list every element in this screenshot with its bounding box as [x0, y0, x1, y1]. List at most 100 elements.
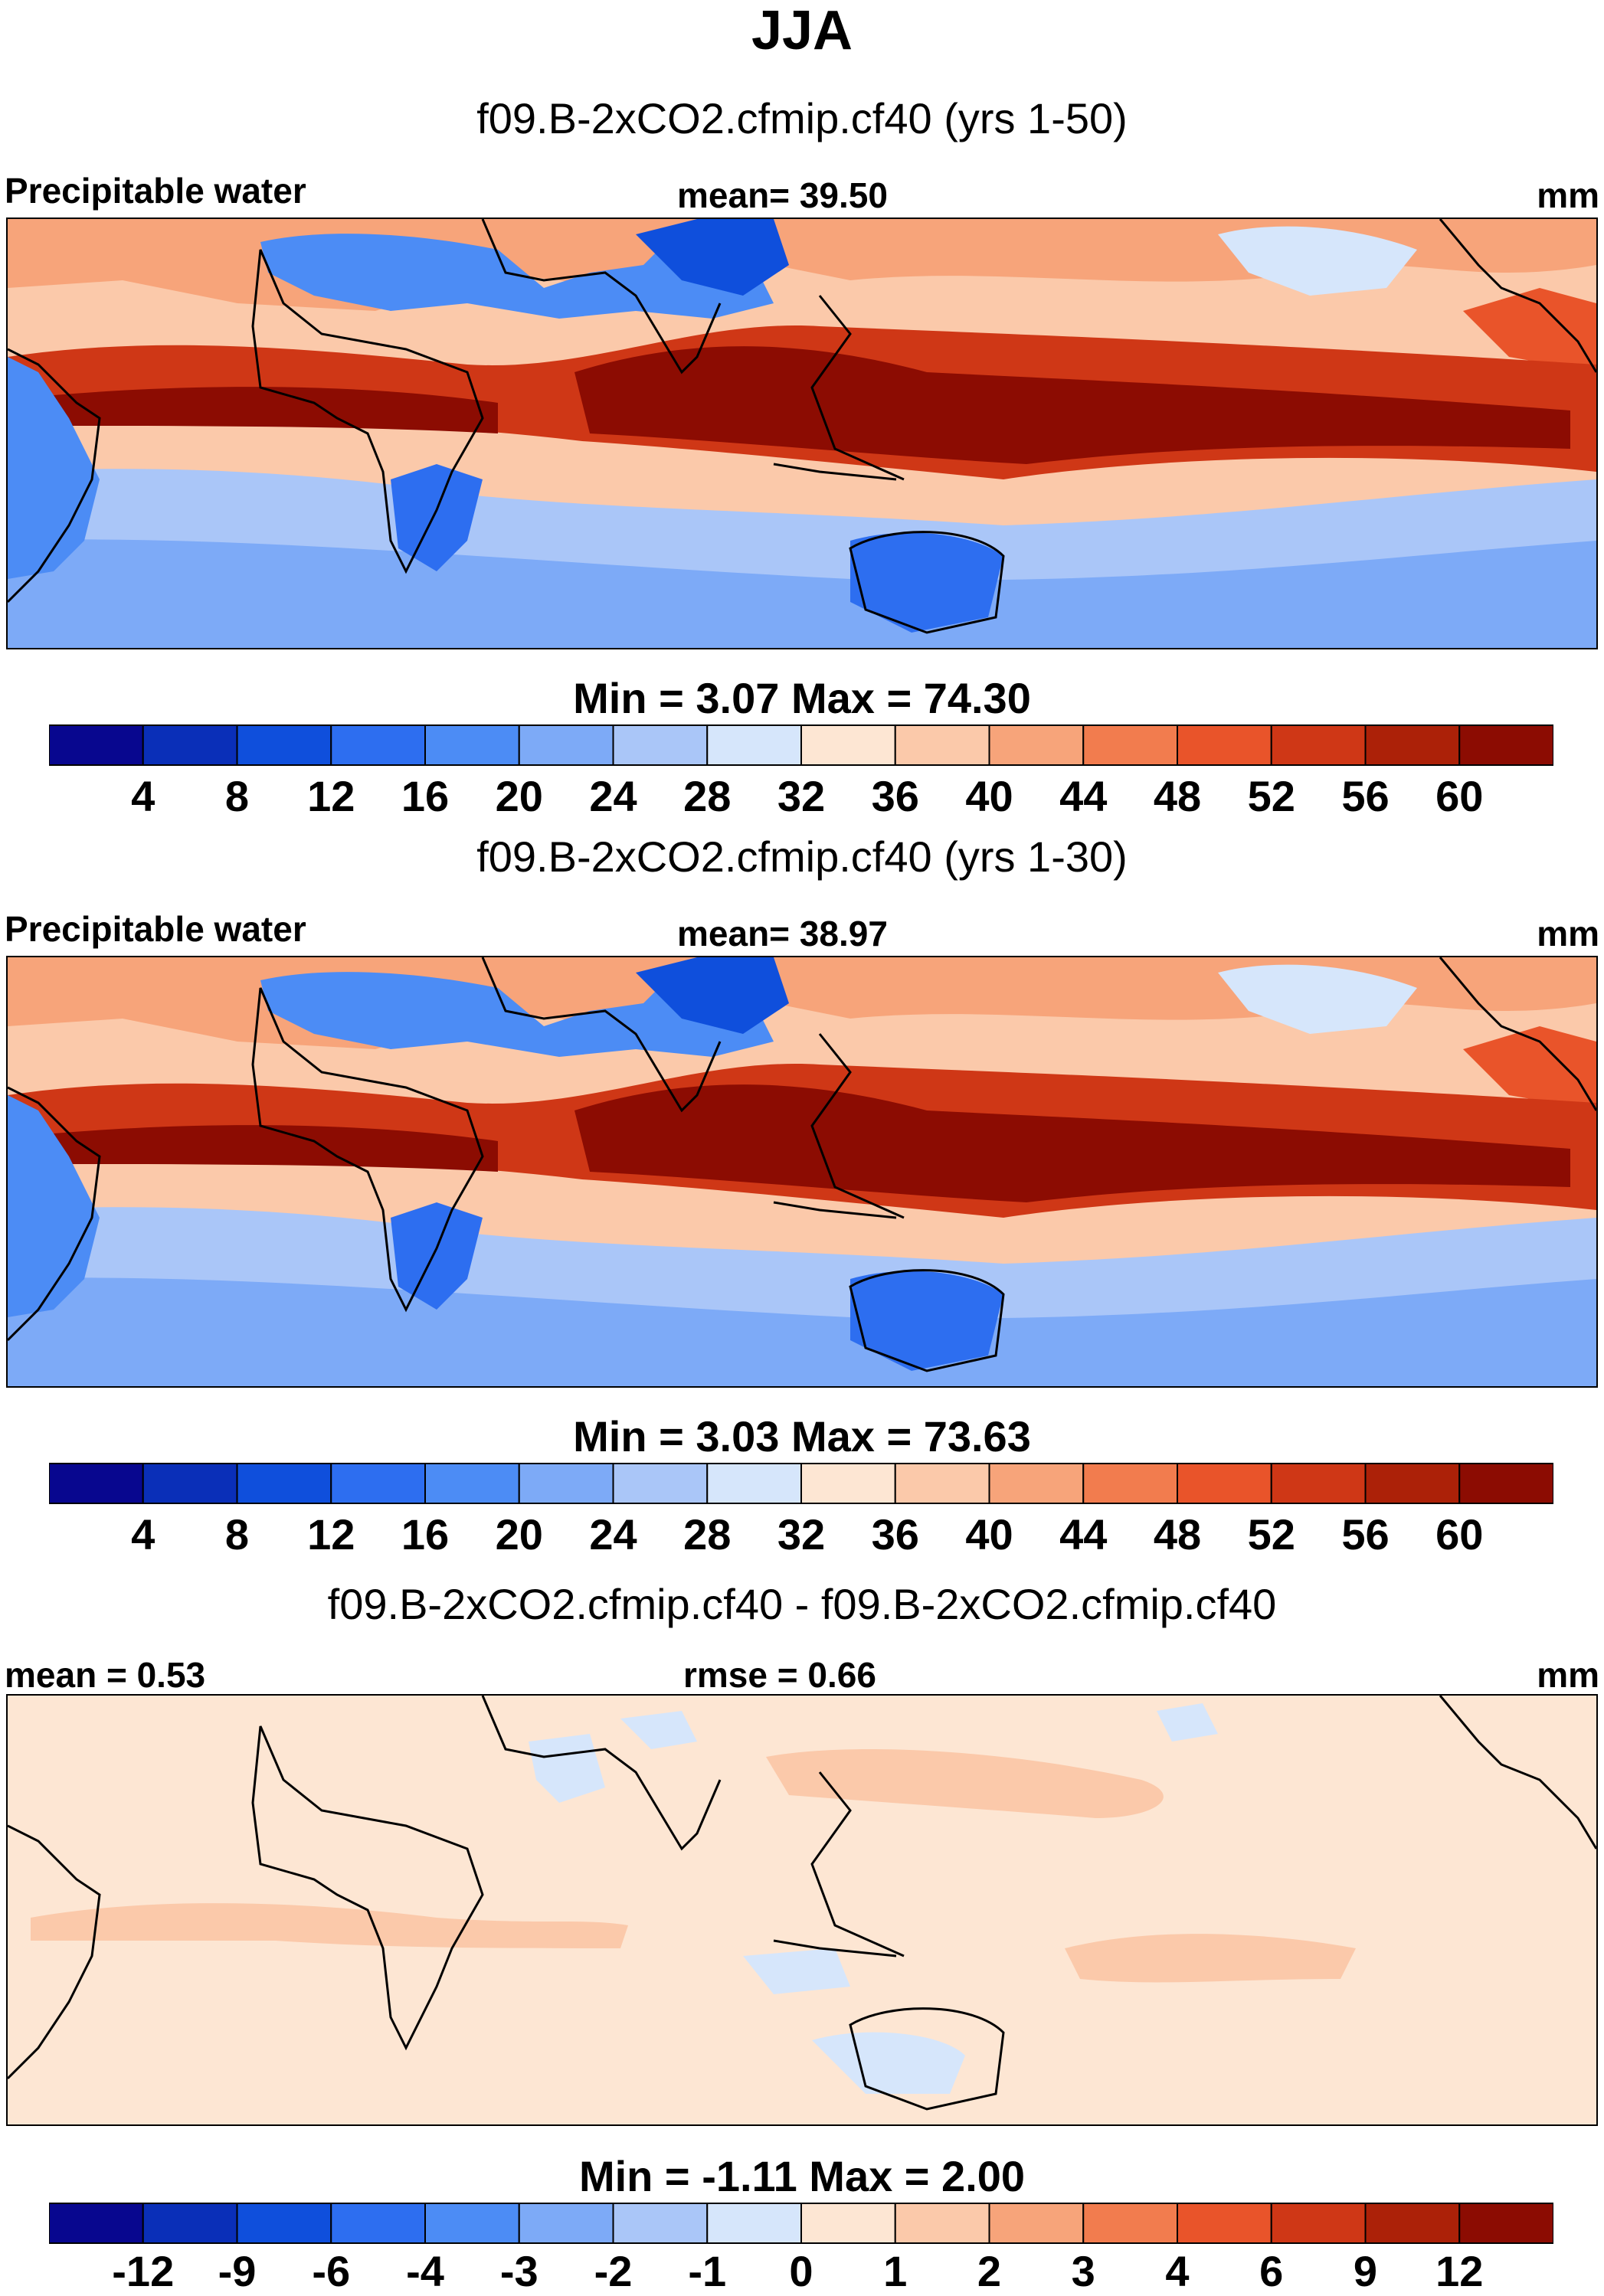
colorbar-box: [1458, 2203, 1554, 2244]
colorbar-box: [706, 1463, 802, 1504]
colorbar-tick-label: 44: [1059, 1510, 1108, 1558]
colorbar-tick-label: 24: [589, 1510, 637, 1558]
colorbar-box: [424, 724, 520, 766]
panel-1-units-label: mm: [1537, 175, 1599, 215]
colorbar-tick-label: 9: [1353, 2247, 1378, 2295]
colorbar-box: [142, 1463, 238, 1504]
colorbar-tick-label: 8: [224, 1510, 250, 1558]
colorbar-tick-label: 12: [307, 1510, 355, 1558]
colorbar-box: [518, 724, 614, 766]
colorbar-box: [988, 2203, 1085, 2244]
panel-1-atl-core: [54, 387, 498, 433]
colorbar-tick-label: 56: [1341, 772, 1390, 820]
colorbar-tick-label: 0: [789, 2247, 813, 2295]
colorbar-box: [894, 2203, 990, 2244]
panel-1-coastlines: [8, 219, 1596, 634]
panel-3-field-svg: [8, 1696, 1596, 2124]
panel-3-coastlines: [8, 1696, 1596, 2111]
panel-1-mean-label: mean= 39.50: [677, 175, 888, 215]
colorbar-tick-label: 16: [401, 1510, 450, 1558]
panel-2-atl-core: [54, 1125, 498, 1172]
colorbar-box: [48, 724, 144, 766]
colorbar-box: [894, 724, 990, 766]
colorbar-box: [706, 724, 802, 766]
colorbar-box: [1177, 2203, 1272, 2244]
colorbar-box: [1177, 1463, 1272, 1504]
panel-3-colorbar: [48, 2203, 1554, 2244]
panel-3-colorbar-svg: [48, 2203, 1554, 2244]
colorbar-box: [236, 724, 332, 766]
panel-3-mean-label: mean = 0.53: [5, 1655, 206, 1695]
panel-3-indo-negative: [743, 1948, 850, 1994]
colorbar-tick-label: 8: [224, 772, 250, 820]
colorbar-tick-label: 52: [1247, 1510, 1295, 1558]
panel-3-minmax: Min = -1.11 Max = 2.00: [578, 2152, 1026, 2200]
panel-2-central-america: [1463, 1026, 1596, 1110]
colorbar-box: [800, 724, 896, 766]
colorbar-tick-label: 20: [495, 1510, 543, 1558]
panel-3-wpac-positive: [766, 1749, 1164, 1818]
colorbar-tick-label: 3: [1071, 2247, 1095, 2295]
colorbar-tick-label: 36: [871, 1510, 919, 1558]
colorbar-box: [236, 1463, 332, 1504]
panel-3-australia-negative: [812, 2032, 965, 2094]
colorbar-box: [48, 2203, 144, 2244]
panel-1-map: [6, 217, 1598, 649]
colorbar-box: [142, 724, 238, 766]
colorbar-tick-label: 24: [589, 772, 637, 820]
panel-2-units-label: mm: [1537, 914, 1599, 953]
colorbar-box: [142, 2203, 238, 2244]
panel-2-colorbar: [48, 1463, 1554, 1504]
colorbar-tick-label: 6: [1259, 2247, 1284, 2295]
colorbar-box: [612, 724, 709, 766]
panel-1-australia-low: [850, 532, 1003, 633]
colorbar-tick-label: 2: [977, 2247, 1002, 2295]
panel-3-case-title: f09.B-2xCO2.cfmip.cf40 - f09.B-2xCO2.cfm…: [327, 1580, 1277, 1628]
colorbar-box: [1458, 1463, 1554, 1504]
colorbar-tick-label: -9: [218, 2247, 257, 2295]
colorbar-tick-label: 28: [683, 1510, 732, 1558]
colorbar-tick-label: 12: [307, 772, 355, 820]
colorbar-tick-label: 48: [1153, 1510, 1202, 1558]
colorbar-tick-label: -3: [499, 2247, 538, 2295]
colorbar-tick-label: 4: [131, 772, 155, 820]
panel-2-npac-band: [1218, 964, 1417, 1034]
panel-2-map: [6, 956, 1598, 1388]
colorbar-tick-label: 4: [131, 1510, 155, 1558]
colorbar-tick-label: -6: [312, 2247, 351, 2295]
panel-1-colorbar-svg: [48, 724, 1554, 766]
colorbar-tick-label: 60: [1435, 772, 1484, 820]
colorbar-box: [1082, 1463, 1178, 1504]
colorbar-box: [424, 2203, 520, 2244]
colorbar-box: [236, 2203, 332, 2244]
colorbar-box: [1270, 724, 1367, 766]
colorbar-box: [518, 2203, 614, 2244]
figure-title: JJA: [751, 0, 853, 61]
colorbar-tick-label: 44: [1059, 772, 1108, 820]
colorbar-tick-label: 52: [1247, 772, 1295, 820]
panel-1-south-africa-low: [391, 464, 483, 571]
panel-2-minmax: Min = 3.03 Max = 73.63: [573, 1412, 1031, 1460]
panel-2-warm-pool-core: [574, 1084, 1570, 1202]
colorbar-box: [1082, 2203, 1178, 2244]
colorbar-tick-label: 20: [495, 772, 543, 820]
colorbar-box: [48, 1463, 144, 1504]
colorbar-tick-label: 12: [1435, 2247, 1484, 2295]
colorbar-box: [330, 724, 426, 766]
panel-1-npac-band: [1218, 226, 1417, 296]
panel-1-minmax: Min = 3.07 Max = 74.30: [573, 674, 1031, 722]
colorbar-box: [1364, 724, 1461, 766]
panel-2-australia-low: [850, 1271, 1003, 1371]
panel-1-warm-pool-core: [574, 346, 1570, 464]
panel-1-sahara-low: [260, 234, 774, 319]
panel-2-case-title: f09.B-2xCO2.cfmip.cf40 (yrs 1-30): [476, 832, 1128, 881]
panel-1-central-america: [1463, 288, 1596, 372]
panel-3-rmse-label: rmse = 0.66: [683, 1655, 876, 1695]
panel-2-variable-label: Precipitable water: [5, 909, 306, 949]
colorbar-tick-label: 4: [1165, 2247, 1190, 2295]
colorbar-box: [612, 1463, 709, 1504]
panel-1-south-america-low: [8, 357, 100, 579]
colorbar-box: [612, 2203, 709, 2244]
colorbar-box: [706, 2203, 802, 2244]
panel-2-field-svg: [8, 957, 1596, 1386]
